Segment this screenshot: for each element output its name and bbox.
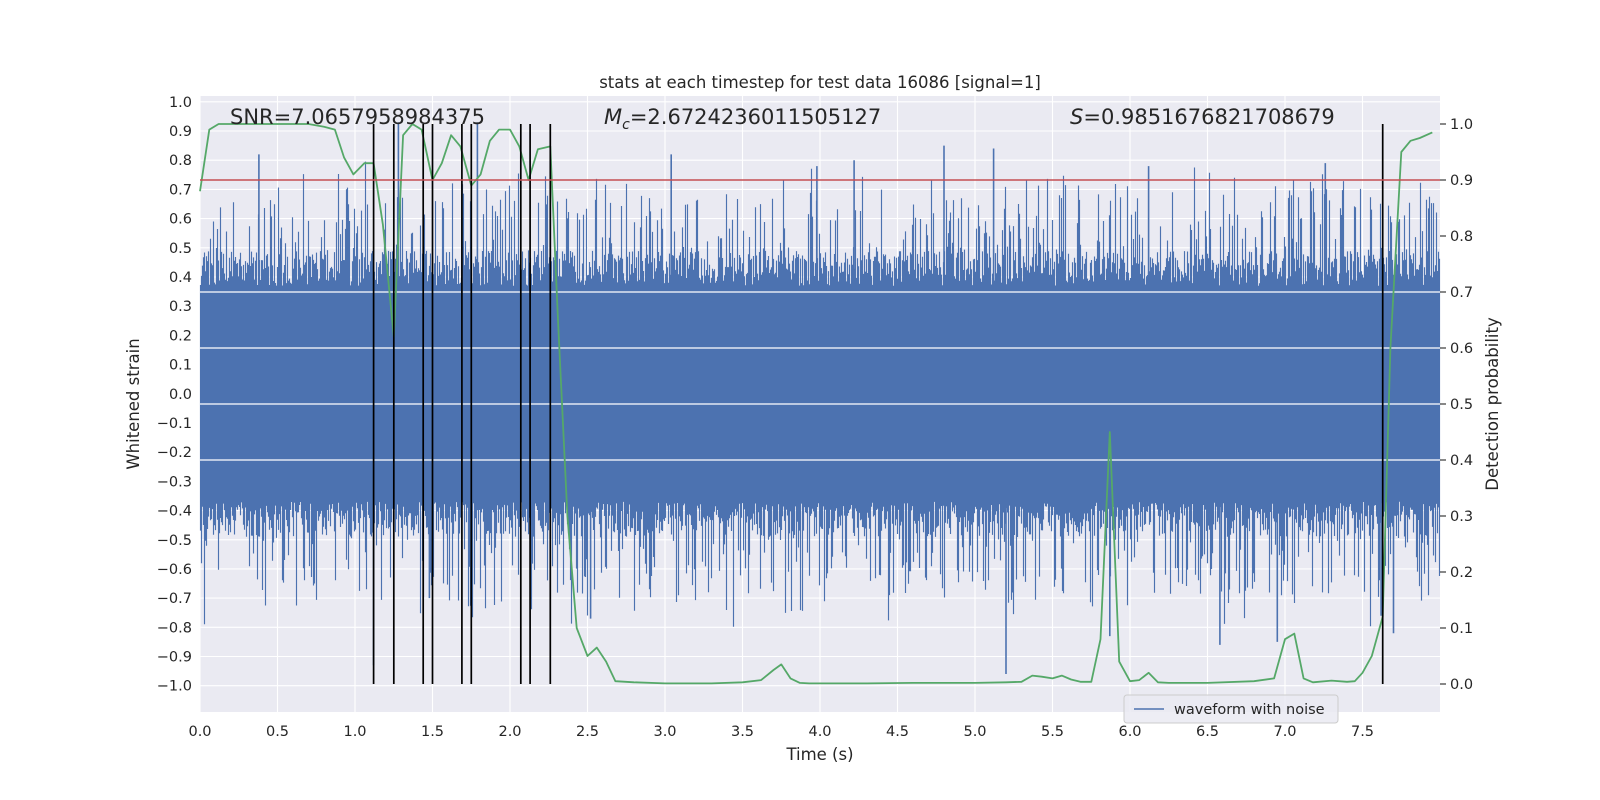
x-tick-label: 4.5 [886, 724, 909, 740]
x-axis: 0.0 0.5 1.0 1.5 2.0 2.5 3.0 3.5 4.0 4.5 5.0 5.5 6.0 6… [188, 724, 1374, 740]
y-right-tick-label: 0.8 [1450, 229, 1473, 245]
y-left-tick-label: 0.6 [169, 212, 192, 228]
y-left-tick-label: 0.3 [169, 299, 192, 315]
y-left-tick-label: 1.0 [169, 95, 192, 111]
y-axis-right-label: Detection probability [1483, 317, 1502, 491]
s-annotation: S=0.9851676821708679 [1070, 105, 1335, 129]
y-axis-left: 1.0 0.9 0.8 0.7 0.6 0.5 0.4 0.3 0.2 0.1 0.0 −0.1 −0.… [157, 95, 192, 695]
s-symbol: S [1070, 105, 1083, 129]
y-right-tick-label: 0.4 [1450, 453, 1473, 469]
x-tick-label: 5.5 [1041, 724, 1064, 740]
y-axis-right: 1.0 0.9 0.8 0.7 0.6 0.5 0.4 0.3 0.2 0.1 0.0 [1440, 117, 1473, 693]
y-right-tick-label: 0.6 [1450, 341, 1473, 357]
y-left-tick-label: −0.5 [157, 533, 192, 549]
y-left-tick-label: 0.4 [169, 270, 192, 286]
y-right-tick-label: 0.2 [1450, 565, 1473, 581]
y-left-tick-label: 0.5 [169, 241, 192, 257]
legend-box [1123, 694, 1339, 724]
chirp-mass-subscript: c [622, 117, 630, 133]
y-right-tick-label: 0.0 [1450, 677, 1473, 693]
y-left-tick-label: 0.1 [169, 358, 192, 374]
y-left-tick-label: −0.4 [157, 504, 192, 520]
legend: waveform with noise [1123, 694, 1339, 724]
y-right-tick-label: 0.7 [1450, 285, 1473, 301]
y-left-tick-label: −0.6 [157, 562, 192, 578]
chirp-mass-value: =2.6724236011505127 [630, 105, 881, 129]
legend-label: waveform with noise [1174, 702, 1325, 718]
y-left-tick-label: 0.7 [169, 182, 192, 198]
y-right-tick-label: 0.5 [1450, 397, 1473, 413]
y-left-tick-label: 0.9 [169, 124, 192, 140]
y-left-tick-label: −0.8 [157, 620, 192, 636]
y-left-tick-label: −1.0 [157, 679, 192, 695]
x-tick-label: 2.0 [498, 724, 521, 740]
x-axis-label: Time (s) [785, 745, 853, 764]
strain-trace [199, 161, 1441, 627]
detection-event-lines [372, 124, 1384, 684]
chirp-mass-annotation: Mc=2.6724236011505127 [604, 105, 881, 133]
x-tick-label: 7.0 [1273, 724, 1296, 740]
snr-annotation: SNR=7.0657958984375 [230, 105, 485, 129]
chart-title: stats at each timestep for test data 160… [599, 73, 1041, 92]
x-tick-label: 2.5 [576, 724, 599, 740]
x-tick-label: 1.5 [421, 724, 444, 740]
y-left-tick-label: 0.0 [169, 387, 192, 403]
x-tick-label: 1.0 [343, 724, 366, 740]
y-left-tick-label: 0.8 [169, 153, 192, 169]
y-left-tick-label: 0.2 [169, 328, 192, 344]
y-right-tick-label: 1.0 [1450, 117, 1473, 133]
y-left-tick-label: −0.7 [157, 591, 192, 607]
y-right-tick-label: 0.1 [1450, 621, 1473, 637]
y-axis-left-label: Whitened strain [124, 338, 143, 469]
x-tick-label: 7.5 [1351, 724, 1374, 740]
x-tick-label: 6.5 [1196, 724, 1219, 740]
x-tick-label: 3.0 [653, 724, 676, 740]
chirp-mass-symbol: M [604, 105, 622, 129]
detection-probability-line [199, 123, 1433, 685]
s-value: =0.9851676821708679 [1083, 105, 1334, 129]
y-left-tick-label: −0.3 [157, 474, 192, 490]
y-right-tick-label: 0.3 [1450, 509, 1473, 525]
detection-probability-series [199, 123, 1433, 685]
x-tick-label: 0.0 [188, 724, 211, 740]
x-tick-label: 5.0 [963, 724, 986, 740]
x-tick-label: 3.5 [731, 724, 754, 740]
x-tick-label: 6.0 [1118, 724, 1141, 740]
x-tick-label: 4.0 [808, 724, 831, 740]
y-left-tick-label: −0.2 [157, 445, 192, 461]
right-axis-grid-overlay [200, 291, 1440, 461]
y-left-tick-label: −0.9 [157, 650, 192, 666]
x-tick-label: 0.5 [266, 724, 289, 740]
y-left-tick-label: −0.1 [157, 416, 192, 432]
y-right-tick-label: 0.9 [1450, 173, 1473, 189]
